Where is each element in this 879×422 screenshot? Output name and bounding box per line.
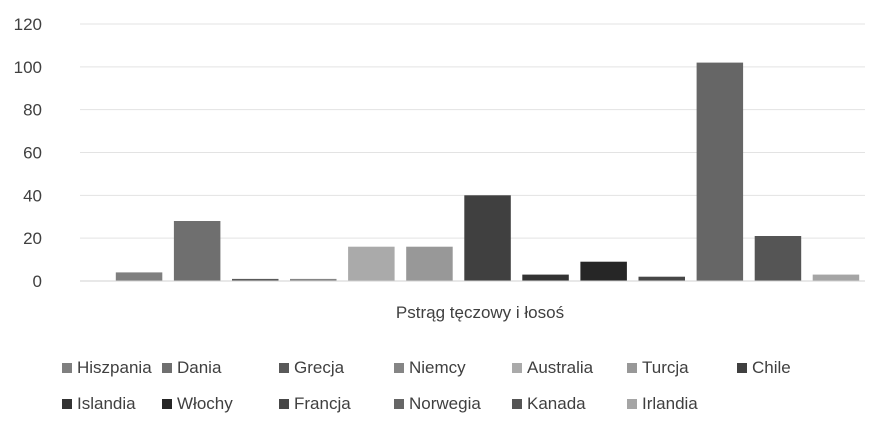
bars [115,62,860,281]
legend-swatch [162,399,172,409]
bar-australia [348,246,395,281]
legend-swatch [512,399,522,409]
legend: Hiszpania Dania Grecja Niemcy Australia Turcj… [62,350,872,422]
bar-francja [638,276,685,281]
bar-islandia [522,274,569,281]
legend-item: Norwegia [394,394,512,414]
legend-label: Francja [294,394,351,413]
y-tick-label: 0 [33,272,42,291]
legend-item: Dania [162,358,279,378]
legend-swatch [737,363,747,373]
bar-kanada [754,236,802,281]
legend-swatch [512,363,522,373]
legend-label: Islandia [77,394,136,413]
y-tick-label: 40 [23,186,42,205]
y-tick-label: 20 [23,229,42,248]
legend-swatch [62,363,72,373]
legend-label: Australia [527,358,594,377]
legend-label: Niemcy [409,358,466,377]
legend-swatch [394,399,404,409]
bar-hiszpania [115,272,163,281]
legend-swatch [279,363,289,373]
bar-niemcy [290,278,337,281]
legend-label: Hiszpania [77,358,152,377]
legend-swatch [394,363,404,373]
x-axis-label: Pstrąg tęczowy i łosoś [396,303,564,322]
legend-item: Turcja [627,358,737,378]
legend-label: Norwegia [409,394,481,413]
legend-item: Australia [512,358,627,378]
legend-swatch [162,363,172,373]
legend-label: Kanada [527,394,586,413]
legend-row: Hiszpania Dania Grecja Niemcy Australia Turcj… [62,350,872,386]
bar-irlandia [812,274,860,281]
y-tick-label: 80 [23,101,42,120]
legend-label: Chile [752,358,791,377]
legend-label: Irlandia [642,394,698,413]
legend-item: Grecja [279,358,394,378]
y-tick-label: 120 [14,15,42,34]
bar-grecja [232,278,279,281]
legend-row: Islandia Włochy Francja Norwegia Kanada Irlan… [62,386,872,422]
bar-chile [464,195,511,281]
legend-item: Francja [279,394,394,414]
bar-włochy [580,261,627,281]
legend-swatch [627,399,637,409]
legend-item: Islandia [62,394,162,414]
y-tick-label: 100 [14,58,42,77]
legend-label: Dania [177,358,222,377]
bar-turcja [406,246,453,281]
legend-item: Irlandia [627,394,737,414]
legend-swatch [279,399,289,409]
legend-item: Niemcy [394,358,512,378]
bar-dania [173,221,221,281]
legend-label: Turcja [642,358,689,377]
chart: 0 20 40 60 80 100 120 Pstrąg tęczowy i łosoś [14,15,865,322]
legend-swatch [627,363,637,373]
legend-item: Hiszpania [62,358,162,378]
legend-label: Włochy [177,394,233,413]
y-tick-label: 60 [23,144,42,163]
y-axis-ticks: 0 20 40 60 80 100 120 [14,15,42,291]
legend-item: Włochy [162,394,279,414]
legend-swatch [62,399,72,409]
bar-norwegia [696,62,744,281]
legend-label: Grecja [294,358,345,377]
legend-item: Chile [737,358,817,378]
legend-item: Kanada [512,394,627,414]
